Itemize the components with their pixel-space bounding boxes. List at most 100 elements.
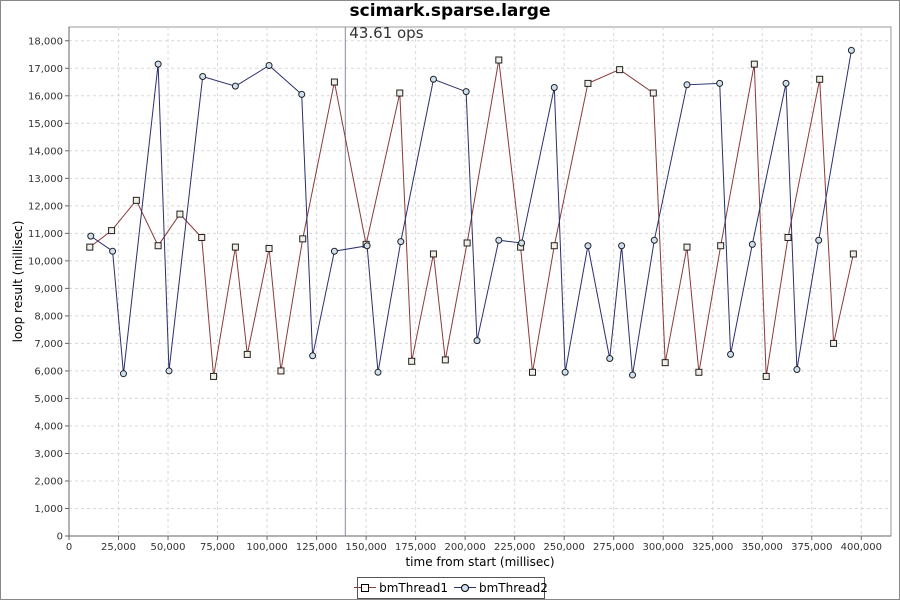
x-tick-label: 300,000 [643,542,684,553]
axes [65,27,891,540]
data-point [374,368,382,376]
data-point [154,242,162,250]
data-point [618,242,626,250]
data-point [299,235,307,243]
x-tick-label: 375,000 [791,542,832,553]
data-point [616,66,624,74]
data-point [441,356,449,364]
series-group [86,46,857,380]
y-tick-label: 11,000 [28,229,63,240]
data-point [309,352,317,360]
x-tick-label: 400,000 [841,542,882,553]
series-line-bmThread2 [90,50,852,376]
data-point [429,250,437,258]
data-point [363,242,371,250]
x-tick-label: 250,000 [544,542,585,553]
data-point [528,368,536,376]
data-point [199,73,207,81]
x-tick-label: 175,000 [395,542,436,553]
y-tick-label: 3,000 [34,449,63,460]
y-axis-title: loop result (millisec) [11,221,25,343]
data-point [695,368,703,376]
data-point [108,227,116,235]
x-tick-label: 350,000 [742,542,783,553]
data-point [231,82,239,90]
data-point [649,89,657,97]
x-tick-label: 100,000 [246,542,287,553]
y-tick-label: 14,000 [28,146,63,157]
y-tick-label: 5,000 [34,394,63,405]
x-tick-label: 150,000 [345,542,386,553]
data-point [550,84,558,92]
legend: bmThread1 bmThread2 [354,577,548,599]
data-point [109,247,117,255]
x-tick-label: 75,000 [200,542,235,553]
tick-labels: 0 1,000 2,000 3,000 4,000 5,000 6,000 7,000 8,00… [28,36,882,553]
y-tick-label: 12,000 [28,201,63,212]
x-tick-label: 225,000 [494,542,535,553]
data-point [396,89,404,97]
x-tick-label: 200,000 [444,542,485,553]
data-point [495,56,503,64]
x-axis-title: time from start (millisec) [405,555,554,569]
data-point [849,250,857,258]
data-point [210,372,218,380]
data-point [661,359,669,367]
data-point [243,350,251,358]
data-point [473,337,481,345]
data-point [265,62,273,70]
data-point [429,75,437,83]
x-tick-label: 125,000 [296,542,337,553]
data-point [518,239,526,247]
data-point [717,242,725,250]
x-tick-label: 25,000 [101,542,136,553]
data-point [606,355,614,363]
y-tick-label: 1,000 [34,504,63,515]
data-point [397,238,405,246]
y-tick-label: 13,000 [28,174,63,185]
data-point [629,371,637,379]
legend-item-bmthread1: bmThread1 [354,581,448,595]
data-point [408,357,416,365]
y-tick-label: 18,000 [28,36,63,47]
plot-area [68,26,892,537]
data-point [86,243,94,251]
time-marker: 43.61 ops [344,24,424,536]
y-tick-label: 4,000 [34,421,63,432]
y-tick-label: 9,000 [34,284,63,295]
data-point [716,79,724,87]
y-tick-label: 8,000 [34,311,63,322]
data-point [748,240,756,248]
data-point [584,79,592,87]
data-point [298,90,306,98]
data-point [750,60,758,68]
legend-label: bmThread2 [479,581,548,595]
series-line-bmThread1 [89,59,854,377]
data-point [119,370,127,378]
data-point [762,372,770,380]
y-tick-label: 10,000 [28,256,63,267]
chart-title: scimark.sparse.large [349,1,551,21]
y-tick-label: 15,000 [28,119,63,130]
data-point [330,247,338,255]
data-point [847,46,855,54]
y-tick-label: 17,000 [28,64,63,75]
x-tick-label: 325,000 [692,542,733,553]
y-tick-label: 6,000 [34,366,63,377]
data-point [550,242,558,250]
data-point [793,366,801,374]
data-point [154,60,162,68]
grid-lines [68,26,892,537]
data-point [561,368,569,376]
data-point [683,81,691,89]
marker-label: 43.61 ops [349,24,423,42]
data-point [265,244,273,252]
data-point [165,367,173,375]
data-point [683,243,691,251]
legend-item-bmthread2: bmThread2 [454,581,548,595]
data-point [815,236,823,244]
data-point [330,78,338,86]
data-point [198,233,206,241]
legend-label: bmThread1 [379,581,448,595]
x-tick-label: 0 [66,542,72,553]
